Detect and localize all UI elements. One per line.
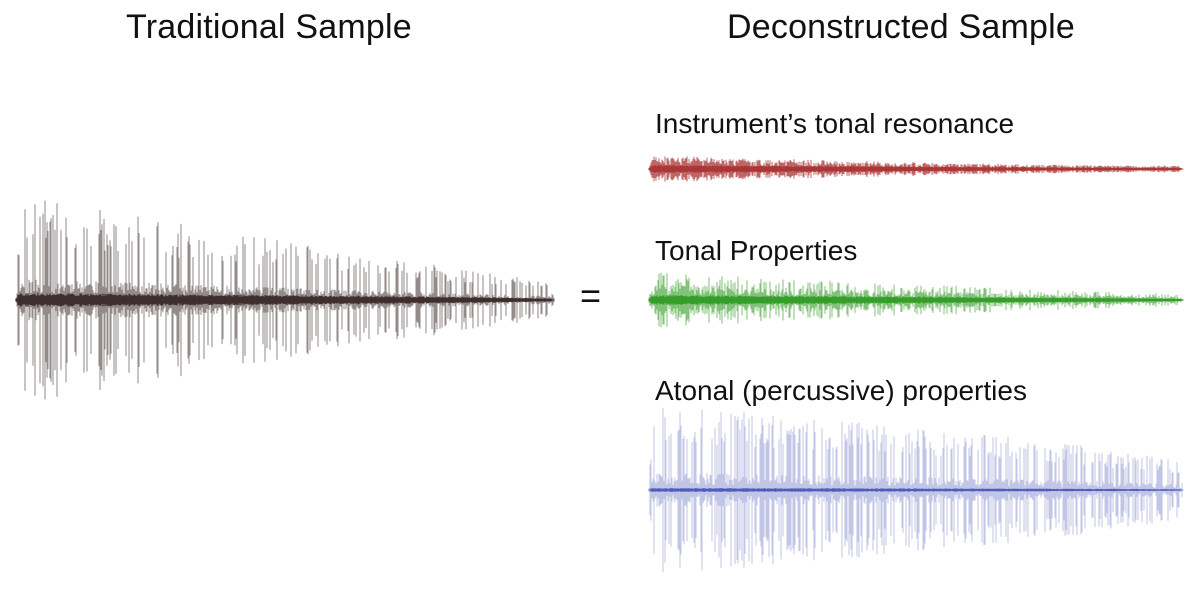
- instrument-tonal-resonance-label: Instrument’s tonal resonance: [655, 108, 1015, 139]
- instrument-tonal-resonance-waveform: [648, 156, 1184, 182]
- equals-sign: =: [580, 275, 602, 316]
- traditional-sample-title: Traditional Sample: [126, 8, 412, 46]
- deconstructed-sample-title: Deconstructed Sample: [727, 8, 1075, 46]
- tonal-properties-waveform: [648, 272, 1184, 328]
- traditional-sample-waveform: [15, 200, 555, 400]
- tonal-properties-label: Tonal Properties: [655, 235, 858, 266]
- atonal-properties-waveform: [648, 407, 1184, 573]
- atonal-properties-label: Atonal (percussive) properties: [655, 375, 1027, 406]
